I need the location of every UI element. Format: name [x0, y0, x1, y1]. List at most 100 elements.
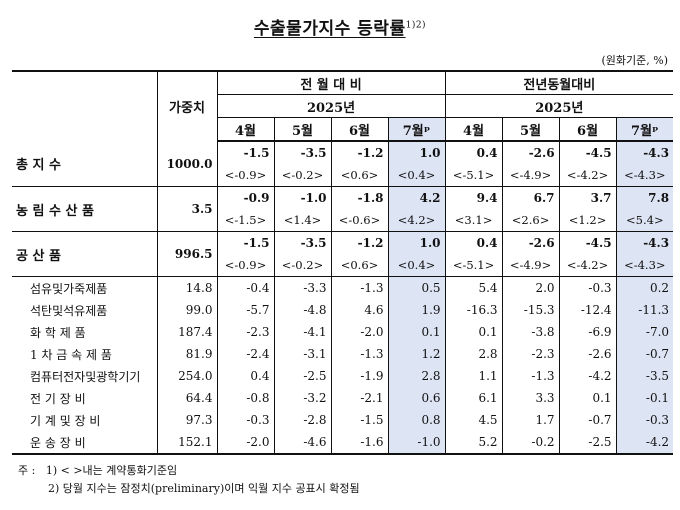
row-label: 총 지 수	[12, 141, 157, 187]
table-row: 화 학 제 품 187.4 -2.3 -4.1 -2.0 0.1 0.1 -3.8 -6.9 -7…	[12, 321, 674, 343]
yoy-value: -7.0	[615, 321, 674, 343]
mom-value: -3.5	[273, 141, 331, 164]
yoy-contract-value: <-4.9>	[501, 164, 560, 187]
mom-value: -2.0	[330, 321, 388, 343]
yoy-value: -4.2	[558, 365, 617, 387]
yoy-value: -4.2	[615, 431, 674, 455]
table-row: 1 차 금 속 제 품 81.9 -2.4 -3.1 -1.3 1.2 2.8 -2.3 -2.…	[12, 343, 674, 365]
row-weight: 97.3	[156, 409, 217, 431]
row-weight: 14.8	[156, 276, 217, 299]
mom-value: -1.6	[330, 431, 388, 455]
mom-contract-value: <-1.5>	[216, 209, 274, 232]
mom-value: 4.6	[330, 299, 388, 321]
yoy-value: 0.1	[444, 321, 503, 343]
yoy-value: -0.7	[558, 409, 617, 431]
mom-value: -3.3	[273, 276, 331, 299]
yoy-value: 2.0	[501, 276, 560, 299]
mom-contract-value: <-0.6>	[330, 209, 388, 232]
table-row: 공 산 품 996.5 -1.5 -3.5 -1.2 1.0 0.4 -2.6 -4.5 -4.3	[12, 231, 674, 277]
row-weight: 1000.0	[156, 141, 217, 187]
mom-value: -0.8	[216, 387, 274, 409]
yoy-value: 5.2	[444, 431, 503, 455]
table-row: 기 계 및 장 비 97.3 -0.3 -2.8 -1.5 0.8 4.5 1.7 -0.7 -0…	[12, 409, 674, 431]
header-month-latest: 7월ᵖ	[387, 117, 446, 142]
footnote-2: 2) 당월 지수는 잠정치(preliminary)이며 익월 지수 공표시 확…	[18, 480, 360, 498]
mom-contract-value: <0.6>	[330, 254, 388, 277]
yoy-value: 0.2	[615, 276, 674, 299]
mom-value: 0.8	[387, 409, 446, 431]
row-label: 공 산 품	[12, 231, 157, 277]
mom-value: -1.8	[330, 186, 388, 209]
table-row: 농 림 수 산 품 3.5 -0.9 -1.0 -1.8 4.2 9.4 6.7 3.7 7.8	[12, 186, 674, 232]
table-row: 컴퓨터전자및광학기기 254.0 0.4 -2.5 -1.9 2.8 1.1 -1.3 -4.2…	[12, 365, 674, 387]
header-month: 5월	[273, 117, 331, 142]
yoy-contract-value: <-4.3>	[615, 164, 674, 187]
yoy-contract-value: <-4.3>	[615, 254, 674, 277]
mom-value: 1.0	[387, 231, 446, 254]
yoy-value: 6.1	[444, 387, 503, 409]
mom-value: -3.2	[273, 387, 331, 409]
header-month: 5월	[501, 117, 560, 142]
row-label: 섬유및가죽제품	[30, 281, 108, 296]
yoy-value: -3.5	[615, 365, 674, 387]
yoy-value: -2.6	[501, 141, 560, 164]
header-year-yoy: 2025년	[444, 94, 674, 118]
yoy-value: -0.1	[615, 387, 674, 409]
yoy-value: 9.4	[444, 186, 503, 209]
row-weight: 254.0	[156, 365, 217, 387]
yoy-contract-value: <-4.2>	[558, 164, 617, 187]
row-label: 농 림 수 산 품	[12, 186, 157, 232]
mom-contract-value: <0.4>	[387, 254, 446, 277]
mom-value: 2.8	[387, 365, 446, 387]
row-label: 석탄및석유제품	[30, 303, 108, 318]
yoy-value: -4.5	[558, 141, 617, 164]
mom-value: -4.8	[273, 299, 331, 321]
yoy-value: -16.3	[444, 299, 503, 321]
header-weight: 가중치	[156, 70, 217, 141]
table-row: 석탄및석유제품 99.0 -5.7 -4.8 4.6 1.9 -16.3 -15.3 -12.4…	[12, 299, 674, 321]
mom-value: -1.0	[273, 186, 331, 209]
row-label: 화 학 제 품	[30, 325, 86, 340]
row-label: 컴퓨터전자및광학기기	[30, 369, 141, 384]
mom-value: -1.3	[330, 276, 388, 299]
yoy-value: -1.3	[501, 365, 560, 387]
mom-value: -3.5	[273, 231, 331, 254]
mom-contract-value: <1.4>	[273, 209, 331, 232]
mom-value: -2.8	[273, 409, 331, 431]
export-price-table: 가중치 전 월 대 비 전년동월대비 2025년 2025년 4월 5월 6월 …	[12, 70, 674, 455]
mom-value: 1.9	[387, 299, 446, 321]
mom-value: -1.0	[387, 431, 446, 455]
yoy-value: 2.8	[444, 343, 503, 365]
yoy-value: -2.5	[558, 431, 617, 455]
mom-value: -3.1	[273, 343, 331, 365]
yoy-contract-value: <5.4>	[615, 209, 674, 232]
mom-value: -4.1	[273, 321, 331, 343]
yoy-value: 5.4	[444, 276, 503, 299]
mom-value: -2.3	[216, 321, 274, 343]
mom-value: -1.5	[216, 141, 274, 164]
yoy-value: -2.3	[501, 343, 560, 365]
row-weight: 996.5	[156, 231, 217, 277]
yoy-value: -0.2	[501, 431, 560, 455]
table-row-contract-currency: <-0.9> <-0.2> <0.6> <0.4> <-5.1> <-4.9> <-4.2>…	[12, 164, 674, 187]
yoy-value: 0.1	[558, 387, 617, 409]
mom-contract-value: <0.4>	[387, 164, 446, 187]
mom-contract-value: <-0.9>	[216, 164, 274, 187]
yoy-value: -6.9	[558, 321, 617, 343]
unit-label: (원화기준, %)	[601, 54, 668, 67]
mom-value: -1.9	[330, 365, 388, 387]
mom-value: -1.2	[330, 231, 388, 254]
yoy-value: -2.6	[501, 231, 560, 254]
header-month: 6월	[558, 117, 617, 142]
row-label: 1 차 금 속 제 품	[30, 347, 112, 362]
yoy-value: 3.3	[501, 387, 560, 409]
table-row-contract-currency: <-0.9> <-0.2> <0.6> <0.4> <-5.1> <-4.9> <-4.2>…	[12, 254, 674, 277]
mom-value: -5.7	[216, 299, 274, 321]
yoy-value: -4.3	[615, 141, 674, 164]
mom-contract-value: <4.2>	[387, 209, 446, 232]
yoy-contract-value: <2.6>	[501, 209, 560, 232]
mom-value: 0.5	[387, 276, 446, 299]
row-weight: 64.4	[156, 387, 217, 409]
yoy-value: -15.3	[501, 299, 560, 321]
yoy-contract-value: <-5.1>	[444, 164, 503, 187]
